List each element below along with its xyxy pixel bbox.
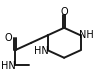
Text: NH: NH [79, 30, 94, 40]
Text: O: O [60, 7, 68, 17]
Text: O: O [5, 33, 12, 43]
Text: HN: HN [34, 46, 49, 56]
Text: HN: HN [1, 61, 16, 71]
